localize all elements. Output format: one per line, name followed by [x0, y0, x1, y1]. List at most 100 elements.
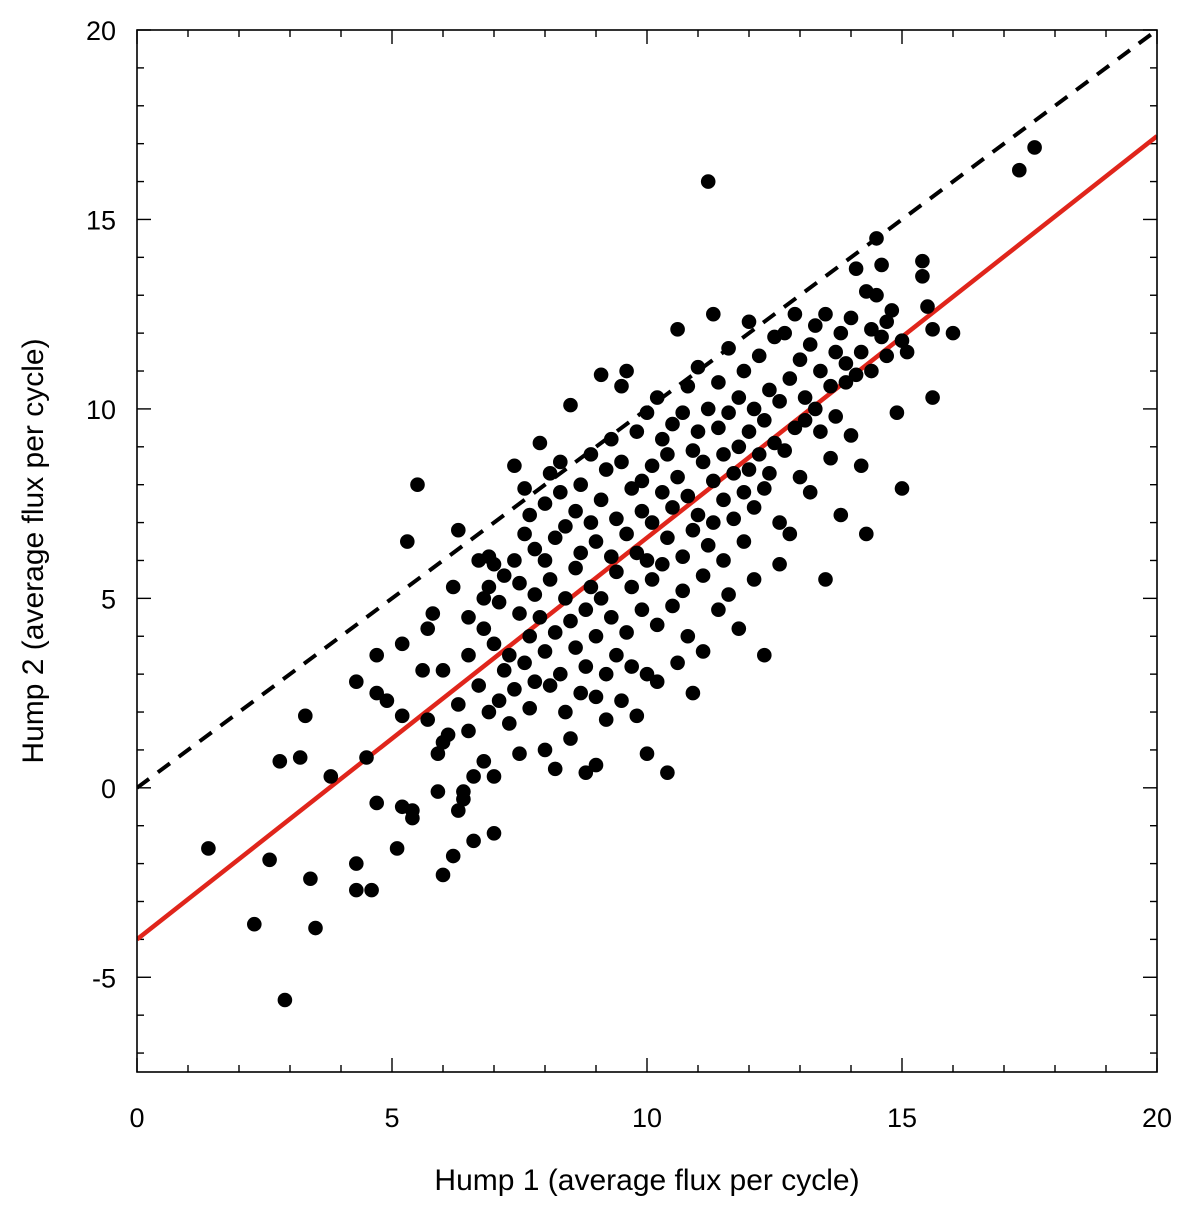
data-point: [945, 325, 961, 341]
data-point: [461, 610, 476, 625]
data-point: [486, 769, 502, 784]
data-point: [542, 572, 558, 587]
data-point: [685, 522, 701, 538]
data-point: [670, 655, 685, 671]
data-point: [502, 647, 517, 663]
data-point: [614, 454, 629, 470]
data-point: [323, 769, 339, 784]
data-point: [690, 359, 706, 375]
data-point: [578, 602, 594, 618]
data-point: [420, 712, 436, 727]
data-point: [874, 329, 889, 345]
data-point: [741, 314, 757, 330]
x-tick-label: 20: [1142, 1103, 1172, 1133]
data-point: [639, 666, 655, 682]
data-point: [522, 700, 537, 716]
data-point: [797, 412, 813, 428]
data-point: [369, 795, 385, 811]
data-point: [486, 556, 502, 572]
data-point: [838, 356, 854, 371]
data-point: [573, 545, 588, 561]
data-point: [262, 852, 277, 868]
data-point: [272, 753, 288, 769]
data-point: [777, 325, 792, 341]
data-point: [639, 553, 655, 568]
data-point: [859, 526, 874, 542]
data-point: [726, 466, 741, 481]
data-point: [685, 443, 701, 458]
data-point: [787, 306, 803, 322]
data-point: [430, 784, 446, 799]
data-point: [563, 613, 578, 629]
x-tick-label: 5: [384, 1103, 399, 1133]
data-point: [639, 405, 655, 420]
data-point: [292, 750, 308, 765]
data-point: [869, 231, 884, 246]
data-point: [527, 587, 543, 602]
data-point: [634, 602, 650, 618]
data-point: [604, 431, 619, 447]
data-point: [476, 753, 492, 769]
data-point: [517, 655, 532, 671]
data-point: [782, 371, 798, 386]
data-point: [655, 556, 670, 572]
data-point: [425, 606, 441, 621]
data-point: [542, 678, 558, 693]
data-point: [486, 825, 502, 841]
x-axis-title: Hump 1 (average flux per cycle): [434, 1164, 859, 1197]
data-point: [706, 515, 721, 530]
data-point: [624, 481, 639, 496]
data-point: [537, 553, 553, 568]
data-point: [894, 333, 910, 349]
data-point: [410, 477, 425, 492]
data-point: [864, 322, 879, 337]
data-point: [792, 352, 808, 367]
data-point: [721, 587, 736, 602]
data-point: [445, 848, 461, 864]
data-point: [588, 628, 604, 644]
data-point: [598, 666, 614, 682]
data-point: [277, 992, 293, 1008]
data-point: [451, 803, 466, 818]
data-point: [792, 469, 808, 485]
data-point: [537, 496, 553, 511]
data-point: [1027, 140, 1042, 155]
data-point: [583, 579, 599, 595]
data-point: [619, 363, 634, 379]
tick-labels: 0 5 10 15 20 -5 0 5 10 15 20: [86, 16, 1172, 1133]
data-point: [757, 647, 772, 663]
data-point: [853, 344, 869, 360]
data-point: [711, 420, 726, 436]
data-point: [925, 322, 940, 337]
plot-frame: [136, 29, 1158, 1073]
data-point: [553, 666, 568, 682]
data-point: [736, 484, 752, 500]
data-point: [665, 500, 680, 515]
data-point: [247, 916, 262, 932]
data-point: [527, 541, 543, 557]
data-point: [670, 322, 685, 337]
data-point: [751, 447, 767, 462]
x-tick-label: 10: [632, 1103, 662, 1133]
data-point: [588, 757, 604, 773]
data-point: [746, 401, 762, 417]
data-point: [726, 511, 741, 527]
data-point: [456, 784, 471, 799]
data-point: [782, 526, 798, 542]
data-point: [802, 484, 818, 500]
data-point: [690, 507, 706, 523]
data-point: [435, 663, 451, 678]
data-point: [818, 306, 833, 322]
data-point: [578, 765, 594, 780]
data-point: [716, 492, 731, 508]
data-point: [496, 568, 512, 583]
data-point: [583, 515, 599, 530]
data-point: [609, 564, 624, 580]
data-point: [588, 689, 604, 705]
data-point: [813, 363, 828, 379]
data-point: [680, 488, 696, 504]
data-point: [430, 746, 446, 762]
data-point: [614, 378, 629, 394]
data-point: [532, 435, 548, 451]
